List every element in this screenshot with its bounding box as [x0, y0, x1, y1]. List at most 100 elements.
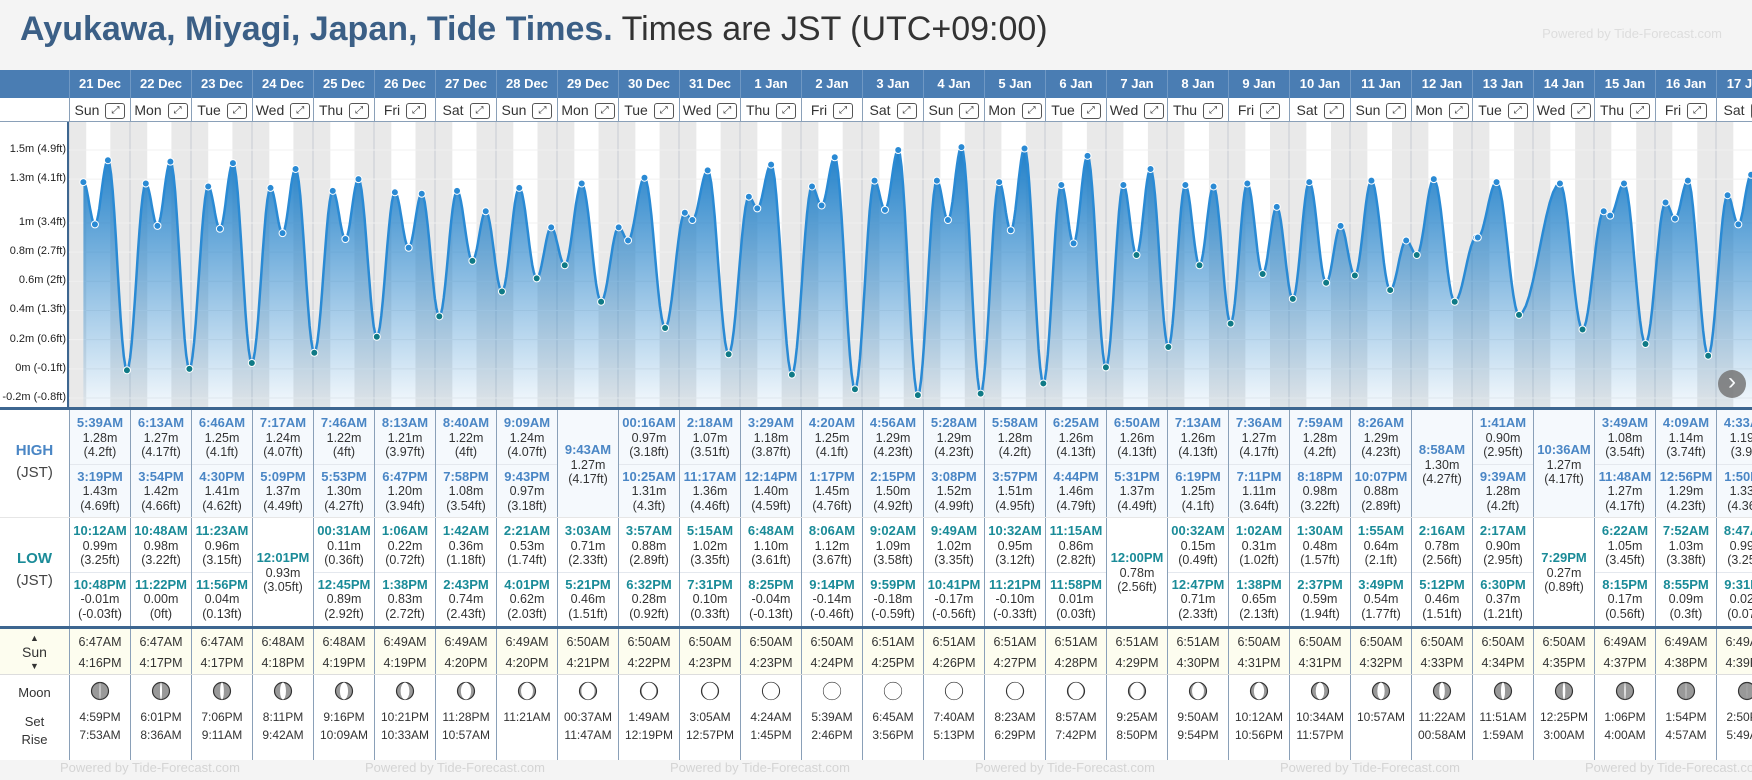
tide-extreme-point[interactable]	[404, 243, 413, 252]
tide-extreme-point[interactable]	[1083, 151, 1092, 160]
tide-extreme-point[interactable]	[943, 216, 952, 225]
tide-extreme-point[interactable]	[1606, 211, 1615, 220]
tide-extreme-point[interactable]	[185, 364, 194, 373]
tide-extreme-point[interactable]	[1164, 342, 1173, 351]
tide-extreme-point[interactable]	[1704, 351, 1713, 360]
expand-day-button[interactable]: ⤢	[1386, 103, 1407, 120]
tide-extreme-point[interactable]	[932, 176, 941, 185]
tide-extreme-point[interactable]	[680, 208, 689, 217]
tide-extreme-point[interactable]	[1619, 179, 1628, 188]
tide-extreme-point[interactable]	[894, 146, 903, 154]
tide-extreme-point[interactable]	[661, 323, 670, 332]
expand-day-button[interactable]: ⤢	[717, 103, 738, 120]
tide-extreme-point[interactable]	[1288, 294, 1297, 303]
tide-extreme-point[interactable]	[1473, 233, 1482, 242]
expand-day-button[interactable]: ⤢	[1630, 103, 1651, 120]
expand-day-button[interactable]: ⤢	[349, 103, 370, 120]
tide-extreme-point[interactable]	[995, 178, 1004, 187]
tide-extreme-point[interactable]	[1226, 319, 1235, 328]
tide-extreme-point[interactable]	[1006, 226, 1015, 235]
tide-extreme-point[interactable]	[817, 201, 826, 210]
expand-day-button[interactable]: ⤢	[469, 103, 490, 120]
tide-extreme-point[interactable]	[90, 220, 99, 229]
tide-extreme-point[interactable]	[390, 188, 399, 197]
tide-extreme-point[interactable]	[1322, 278, 1331, 287]
tide-extreme-point[interactable]	[1039, 379, 1048, 388]
tide-extreme-point[interactable]	[808, 182, 817, 191]
tide-extreme-point[interactable]	[1747, 170, 1752, 179]
tide-extreme-point[interactable]	[354, 175, 363, 184]
tide-extreme-point[interactable]	[1555, 179, 1564, 188]
tide-extreme-point[interactable]	[753, 204, 762, 213]
tide-extreme-point[interactable]	[1515, 310, 1524, 319]
tide-extreme-point[interactable]	[1386, 286, 1395, 295]
tide-extreme-point[interactable]	[1195, 261, 1204, 270]
tide-extreme-point[interactable]	[1641, 340, 1650, 349]
tide-extreme-point[interactable]	[870, 176, 879, 185]
tide-extreme-point[interactable]	[1336, 221, 1345, 230]
expand-day-button[interactable]: ⤢	[1507, 103, 1528, 120]
tide-extreme-point[interactable]	[468, 256, 477, 265]
tide-extreme-point[interactable]	[1181, 181, 1190, 190]
tide-extreme-point[interactable]	[597, 297, 606, 306]
expand-day-button[interactable]: ⤢	[1323, 103, 1344, 120]
tide-extreme-point[interactable]	[1492, 178, 1501, 187]
expand-day-button[interactable]: ⤢	[653, 103, 674, 120]
expand-day-button[interactable]: ⤢	[1021, 103, 1042, 120]
tide-extreme-point[interactable]	[1734, 220, 1743, 229]
expand-day-button[interactable]: ⤢	[1687, 103, 1708, 120]
tide-extreme-point[interactable]	[1272, 202, 1281, 211]
tide-extreme-point[interactable]	[122, 366, 131, 375]
expand-day-button[interactable]: ⤢	[1260, 103, 1281, 120]
tide-extreme-point[interactable]	[1020, 144, 1029, 153]
tide-extreme-point[interactable]	[453, 186, 462, 195]
tide-extreme-point[interactable]	[1119, 181, 1128, 190]
tide-extreme-point[interactable]	[497, 287, 506, 296]
tide-extreme-point[interactable]	[787, 370, 796, 379]
tide-extreme-point[interactable]	[1146, 164, 1155, 173]
expand-day-button[interactable]: ⤢	[833, 103, 854, 120]
tide-extreme-point[interactable]	[481, 207, 490, 216]
tide-extreme-point[interactable]	[166, 157, 175, 166]
tide-extreme-point[interactable]	[1402, 236, 1411, 245]
tide-extreme-point[interactable]	[1132, 251, 1141, 260]
expand-day-button[interactable]: ⤢	[290, 103, 311, 120]
tide-extreme-point[interactable]	[1429, 175, 1438, 184]
tide-extreme-point[interactable]	[141, 179, 150, 188]
tide-extreme-point[interactable]	[372, 332, 381, 341]
tide-extreme-point[interactable]	[1057, 181, 1066, 190]
tide-extreme-point[interactable]	[767, 160, 776, 169]
tide-extreme-point[interactable]	[1683, 176, 1692, 185]
tide-extreme-point[interactable]	[577, 179, 586, 188]
expand-day-button[interactable]: ⤢	[1203, 103, 1224, 120]
expand-day-button[interactable]: ⤢	[1571, 103, 1592, 120]
expand-day-button[interactable]: ⤢	[167, 103, 188, 120]
tide-extreme-point[interactable]	[1412, 251, 1421, 260]
tide-extreme-point[interactable]	[291, 164, 300, 173]
expand-day-button[interactable]: ⤢	[896, 103, 917, 120]
tide-extreme-point[interactable]	[417, 189, 426, 198]
tide-extreme-point[interactable]	[204, 182, 213, 191]
tide-extreme-point[interactable]	[1599, 207, 1608, 216]
tide-extreme-point[interactable]	[153, 221, 162, 230]
expand-day-button[interactable]: ⤢	[105, 103, 126, 120]
expand-day-button[interactable]: ⤢	[1080, 103, 1101, 120]
tide-extreme-point[interactable]	[880, 205, 889, 214]
tide-extreme-point[interactable]	[1305, 178, 1314, 187]
tide-extreme-point[interactable]	[79, 178, 88, 187]
tide-extreme-point[interactable]	[215, 224, 224, 233]
tide-extreme-point[interactable]	[1450, 297, 1459, 306]
expand-day-button[interactable]: ⤢	[1144, 103, 1165, 120]
tide-extreme-point[interactable]	[744, 192, 753, 201]
tide-extreme-point[interactable]	[1243, 179, 1252, 188]
expand-day-button[interactable]: ⤢	[532, 103, 553, 120]
expand-day-button[interactable]: ⤢	[226, 103, 247, 120]
tide-extreme-point[interactable]	[957, 143, 966, 152]
tide-extreme-point[interactable]	[1209, 182, 1218, 191]
tide-extreme-point[interactable]	[560, 261, 569, 270]
expand-day-button[interactable]: ⤢	[959, 103, 980, 120]
tide-extreme-point[interactable]	[1258, 270, 1267, 279]
tide-extreme-point[interactable]	[103, 156, 112, 165]
tide-extreme-point[interactable]	[515, 183, 524, 192]
tide-extreme-point[interactable]	[724, 350, 733, 359]
